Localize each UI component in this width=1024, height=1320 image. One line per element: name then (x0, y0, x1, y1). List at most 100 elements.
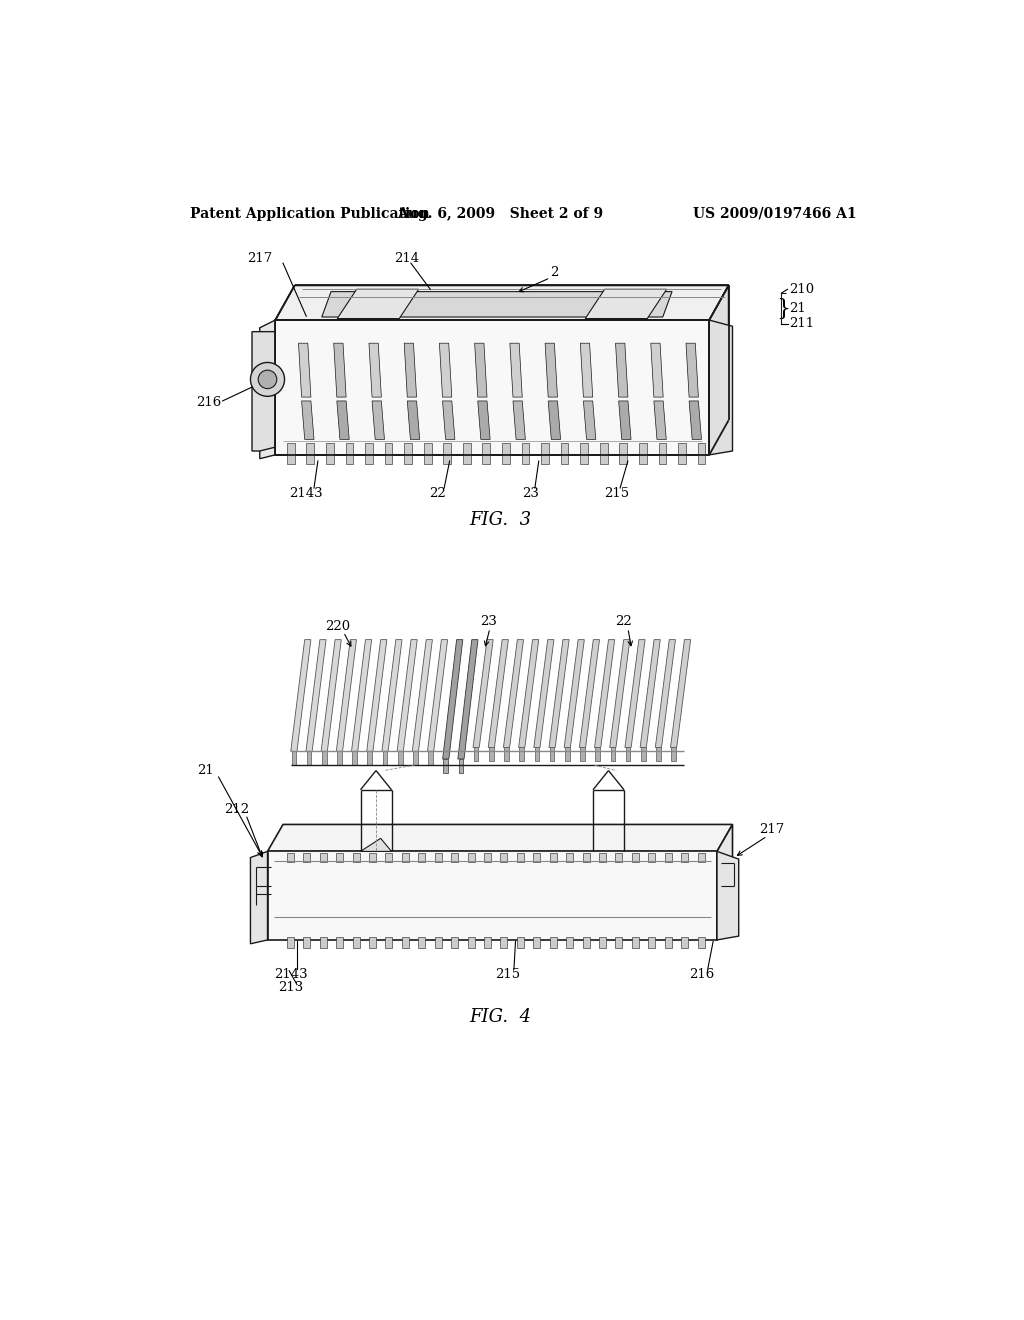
Text: 210: 210 (790, 282, 814, 296)
Polygon shape (458, 640, 478, 759)
Polygon shape (651, 343, 664, 397)
Polygon shape (322, 292, 672, 317)
Polygon shape (561, 442, 568, 465)
Polygon shape (369, 937, 376, 948)
Polygon shape (518, 640, 539, 747)
Polygon shape (639, 442, 647, 465)
Polygon shape (656, 747, 660, 762)
Polygon shape (615, 937, 623, 948)
Polygon shape (488, 640, 508, 747)
Polygon shape (534, 640, 554, 747)
Polygon shape (584, 401, 596, 440)
Polygon shape (439, 343, 452, 397)
Polygon shape (303, 853, 310, 862)
Polygon shape (478, 401, 490, 440)
Text: 216: 216 (196, 396, 221, 409)
Polygon shape (489, 747, 494, 762)
Polygon shape (473, 640, 494, 747)
Polygon shape (717, 825, 732, 940)
Polygon shape (565, 747, 569, 762)
Polygon shape (671, 640, 690, 747)
Polygon shape (334, 343, 346, 397)
Polygon shape (632, 937, 639, 948)
Text: 214: 214 (394, 252, 420, 265)
Polygon shape (600, 442, 607, 465)
Polygon shape (267, 825, 732, 851)
Polygon shape (413, 751, 418, 766)
Polygon shape (609, 640, 630, 747)
Polygon shape (419, 937, 425, 948)
Polygon shape (566, 853, 573, 862)
Polygon shape (267, 851, 717, 940)
Polygon shape (717, 851, 738, 940)
Text: 217: 217 (759, 824, 784, 837)
Polygon shape (580, 640, 599, 747)
Polygon shape (504, 640, 523, 747)
Polygon shape (287, 937, 294, 948)
Polygon shape (710, 321, 732, 455)
Polygon shape (352, 937, 359, 948)
Polygon shape (287, 442, 295, 465)
Polygon shape (697, 937, 705, 948)
Text: 216: 216 (689, 968, 714, 981)
Text: 217: 217 (247, 252, 272, 265)
Text: }: } (776, 297, 791, 319)
Polygon shape (404, 343, 417, 397)
Polygon shape (521, 442, 529, 465)
Polygon shape (337, 289, 419, 318)
Polygon shape (566, 937, 573, 948)
Polygon shape (408, 401, 420, 440)
Polygon shape (424, 442, 431, 465)
Polygon shape (303, 937, 310, 948)
Text: 21: 21 (790, 302, 806, 315)
Polygon shape (435, 853, 441, 862)
Polygon shape (322, 751, 327, 766)
Polygon shape (443, 759, 449, 774)
Polygon shape (615, 343, 628, 397)
Text: 215: 215 (496, 968, 520, 981)
Polygon shape (618, 401, 631, 440)
Polygon shape (474, 747, 478, 762)
Polygon shape (550, 853, 557, 862)
Polygon shape (697, 442, 706, 465)
Polygon shape (428, 751, 433, 766)
Polygon shape (427, 640, 447, 751)
Polygon shape (689, 401, 701, 440)
Polygon shape (541, 442, 549, 465)
Text: 213: 213 (279, 981, 303, 994)
Polygon shape (655, 640, 676, 747)
Polygon shape (640, 640, 660, 747)
Polygon shape (385, 442, 392, 465)
Polygon shape (459, 759, 463, 774)
Text: 22: 22 (615, 615, 633, 628)
Polygon shape (535, 747, 540, 762)
Polygon shape (367, 640, 387, 751)
Polygon shape (484, 853, 492, 862)
Polygon shape (550, 937, 557, 948)
Polygon shape (468, 937, 474, 948)
Polygon shape (710, 285, 729, 455)
Polygon shape (626, 747, 631, 762)
Polygon shape (260, 321, 275, 459)
Polygon shape (564, 640, 585, 747)
Polygon shape (397, 640, 417, 751)
Polygon shape (275, 285, 729, 321)
Polygon shape (595, 747, 600, 762)
Polygon shape (252, 331, 275, 451)
Polygon shape (352, 751, 357, 766)
Polygon shape (517, 937, 524, 948)
Polygon shape (398, 751, 402, 766)
Polygon shape (501, 853, 508, 862)
Text: 23: 23 (480, 615, 497, 628)
Polygon shape (599, 937, 606, 948)
Polygon shape (352, 853, 359, 862)
Polygon shape (291, 640, 311, 751)
Polygon shape (419, 853, 425, 862)
Text: US 2009/0197466 A1: US 2009/0197466 A1 (693, 207, 856, 220)
Polygon shape (372, 401, 384, 440)
Text: 21: 21 (198, 764, 214, 777)
Polygon shape (595, 640, 614, 747)
Polygon shape (672, 747, 676, 762)
Polygon shape (468, 853, 474, 862)
Polygon shape (401, 937, 409, 948)
